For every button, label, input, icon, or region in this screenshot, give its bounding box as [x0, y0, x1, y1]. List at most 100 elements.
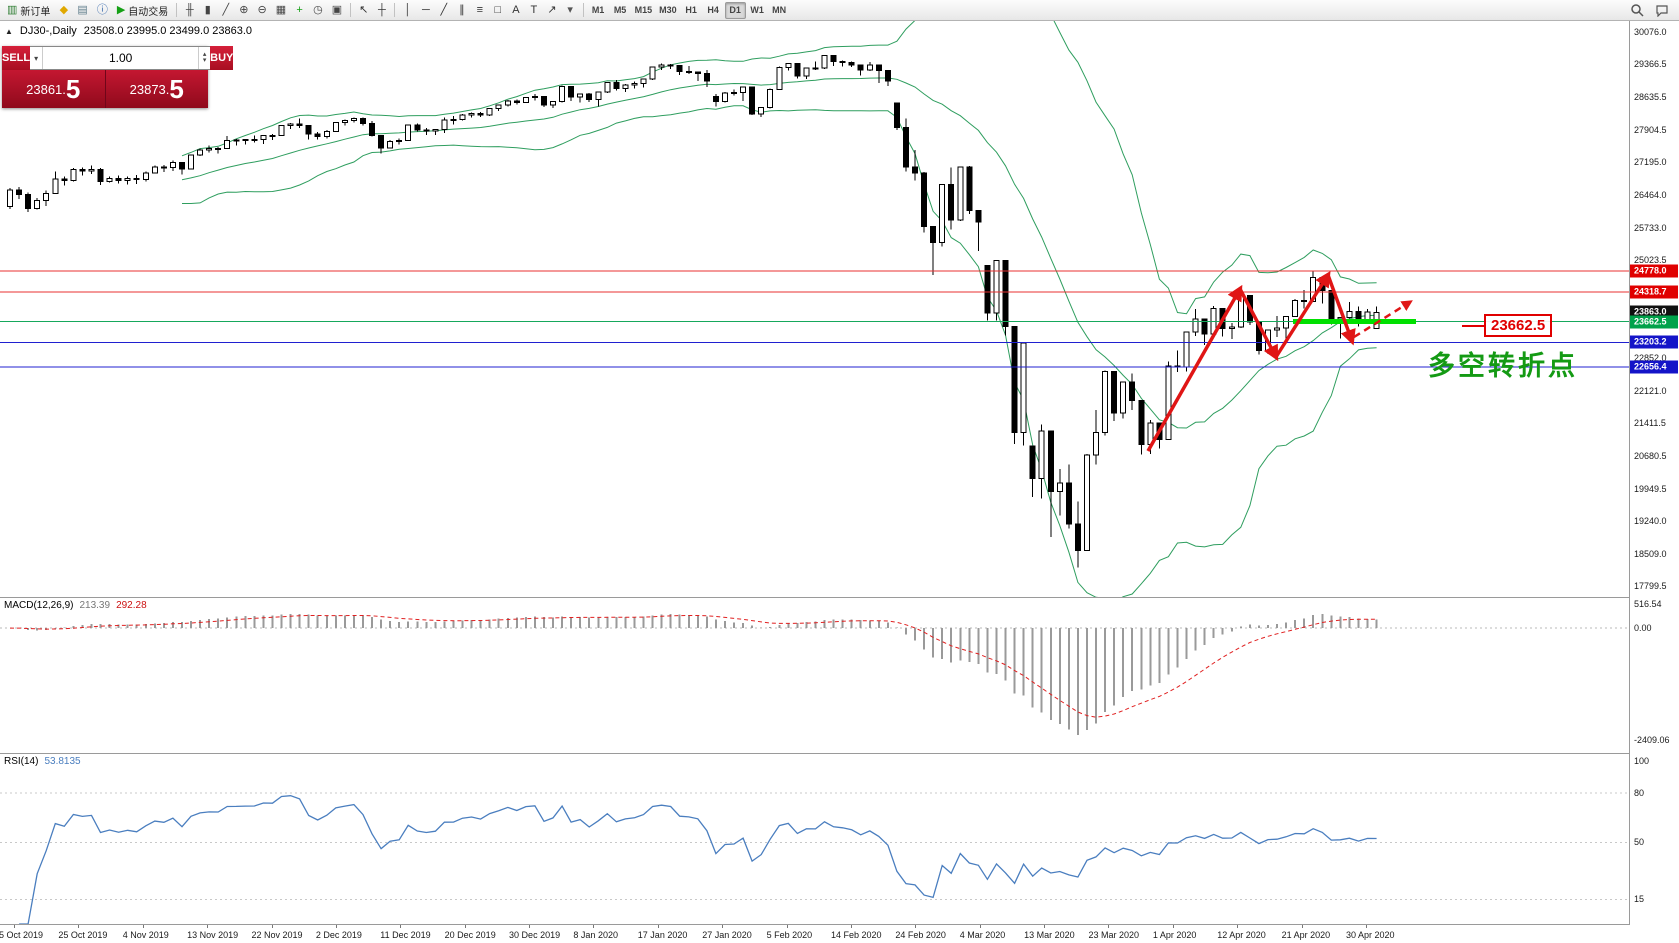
- shapes-button[interactable]: □: [489, 2, 506, 19]
- main-toolbar: ▥ 新订单 ◆ ▤ ⓘ ▶ 自动交易 ╫ ▮ ╱ ⊕ ⊖ ▦ + ◷ ▣ ↖ ┼ │ ─ ╱ ∥ ≡ □ A T ↗ ▾ M1 M5 M15…: [0, 0, 1679, 21]
- line-chart-button[interactable]: ╱: [217, 2, 234, 19]
- main-chart-canvas[interactable]: [0, 21, 1629, 597]
- tile-windows-button[interactable]: ▦: [272, 2, 290, 19]
- autotrading-button-label: 自动交易: [128, 6, 169, 18]
- axis-tick: 50: [1634, 837, 1645, 848]
- indicators-plus-icon: +: [296, 3, 303, 16]
- timeframe-d1-button[interactable]: D1: [724, 1, 746, 19]
- macd-label: MACD(12,26,9) 213.39 292.28: [4, 600, 147, 611]
- sell-price[interactable]: 23861. 5: [2, 70, 105, 108]
- zoom-in-button[interactable]: ⊕: [235, 2, 252, 19]
- rsi-panel: RSI(14) 53.8135: [0, 754, 1629, 924]
- candlestick-chart-button[interactable]: ▮: [199, 2, 216, 19]
- timeframe-mn-button[interactable]: MN: [772, 5, 787, 15]
- date-label: 22 Nov 2019: [251, 930, 303, 940]
- axis-tick: 22852.0: [1634, 353, 1667, 364]
- time-axis-tick: [979, 925, 981, 928]
- channel-button[interactable]: ∥: [453, 2, 470, 19]
- spinner-up-icon[interactable]: ▴: [202, 51, 207, 58]
- time-axis-tick: [850, 925, 852, 928]
- autotrading-button[interactable]: ▶ 自动交易: [113, 2, 172, 19]
- time-axis-tick: [1301, 925, 1303, 928]
- arrows-button[interactable]: ↗: [543, 2, 560, 19]
- fibonacci-button[interactable]: ≡: [471, 2, 488, 19]
- date-label: 30 Apr 2020: [1346, 930, 1395, 940]
- templates-button[interactable]: ▣: [328, 2, 346, 19]
- price-axis[interactable]: 30076.0 29366.5 28635.5 27904.5 27195.0 26464…: [1629, 21, 1679, 925]
- buy-price[interactable]: 23873. 5: [104, 70, 208, 108]
- zoom-out-icon: ⊖: [257, 3, 267, 16]
- info-button[interactable]: ⓘ: [93, 2, 112, 19]
- axis-tick: 28635.5: [1634, 92, 1667, 103]
- horizontal-line-icon: ─: [421, 3, 430, 16]
- cursor-button[interactable]: ↖: [355, 2, 372, 19]
- macd-canvas[interactable]: [0, 598, 1629, 753]
- search-icon: [1631, 4, 1644, 17]
- date-label: 12 Apr 2020: [1217, 930, 1266, 940]
- chat-icon: [1656, 5, 1668, 17]
- axis-tick: 80: [1634, 788, 1645, 799]
- tile-windows-icon: ▦: [275, 3, 287, 16]
- axis-tick: 27904.5: [1634, 125, 1667, 136]
- price-annotation-label: 23662.5: [1462, 314, 1553, 337]
- crosshair-button[interactable]: ┼: [373, 2, 390, 19]
- axis-tick: 19240.0: [1634, 516, 1667, 527]
- time-axis-tick: [207, 925, 209, 928]
- new-order-button[interactable]: ▥ 新订单: [3, 2, 54, 19]
- timeframe-h1-button[interactable]: H1: [685, 5, 697, 15]
- toolbar-separator: [394, 3, 396, 17]
- buy-price-value: 23873.: [129, 81, 170, 97]
- axis-tick: 516.54: [1634, 599, 1662, 610]
- timeframe-m30-button[interactable]: M30: [659, 5, 677, 15]
- timeframe-m5-button[interactable]: M5: [613, 5, 627, 15]
- trendline-button[interactable]: ╱: [435, 2, 452, 19]
- text-button[interactable]: A: [507, 2, 524, 19]
- axis-tick: 19949.5: [1634, 484, 1667, 495]
- buy-button[interactable]: BUY: [210, 46, 234, 70]
- timeframe-m15-button[interactable]: M15: [634, 5, 653, 15]
- volume-input[interactable]: [43, 47, 199, 69]
- timeframe-h4-button[interactable]: H4: [707, 5, 719, 15]
- time-axis-tick: [14, 925, 15, 928]
- sell-button[interactable]: SELL: [2, 46, 31, 70]
- periods-button[interactable]: ◷: [309, 2, 327, 19]
- date-label: 1 Apr 2020: [1152, 930, 1197, 940]
- time-axis-tick: [529, 925, 531, 928]
- data-window-button[interactable]: ▤: [73, 2, 91, 19]
- panel-separator[interactable]: [0, 597, 1679, 598]
- search-button[interactable]: [1626, 2, 1648, 19]
- volume-dropdown-arrow-icon[interactable]: ▾: [30, 47, 44, 69]
- timeframe-m1-button[interactable]: M1: [591, 5, 605, 15]
- label-icon: T: [530, 3, 538, 16]
- zoom-in-icon: ⊕: [239, 3, 249, 16]
- panel-separator[interactable]: [0, 753, 1679, 754]
- rsi-name: RSI(14): [4, 756, 39, 767]
- fibonacci-icon: ≡: [476, 3, 484, 16]
- turning-point-note: 多空转折点: [1428, 351, 1578, 381]
- rsi-canvas[interactable]: [0, 754, 1629, 924]
- horizontal-line-button[interactable]: ─: [417, 2, 434, 19]
- date-label: 5 Feb 2020: [766, 930, 813, 940]
- time-axis-tick: [786, 925, 788, 928]
- toolbar-separator: [582, 3, 584, 17]
- alerts-button[interactable]: ◆: [55, 2, 72, 19]
- panel-separator[interactable]: [0, 924, 1679, 925]
- price-tag: 23203.2: [1630, 335, 1678, 349]
- toolbar-separator: [350, 3, 352, 17]
- zoom-out-button[interactable]: ⊖: [254, 2, 271, 19]
- volume-spinner[interactable]: ▴ ▾: [198, 47, 210, 69]
- timeframe-w1-button[interactable]: W1: [750, 5, 764, 15]
- channel-icon: ∥: [459, 3, 465, 16]
- date-label: 27 Jan 2020: [702, 930, 752, 940]
- label-button[interactable]: T: [525, 2, 542, 19]
- objects-dropdown-button[interactable]: ▾: [562, 2, 579, 19]
- bar-chart-button[interactable]: ╫: [181, 2, 198, 19]
- spinner-down-icon[interactable]: ▾: [202, 57, 207, 64]
- vertical-line-button[interactable]: │: [399, 2, 416, 19]
- chat-button[interactable]: [1651, 2, 1673, 19]
- indicators-button[interactable]: +: [291, 2, 308, 19]
- price-annotation-value: 23662.5: [1484, 314, 1553, 337]
- time-axis-tick: [915, 925, 917, 928]
- time-axis[interactable]: 15 Oct 2019 25 Oct 2019 4 Nov 2019 13 Nov 2…: [0, 925, 1629, 943]
